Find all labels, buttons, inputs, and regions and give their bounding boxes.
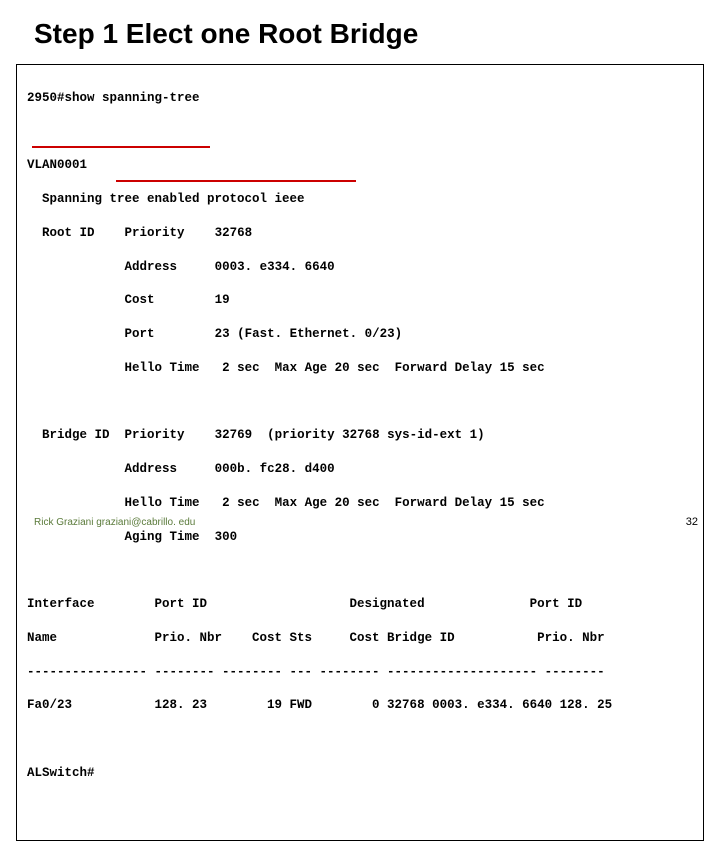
bridge-address-line: Address 000b. fc28. d400	[27, 461, 693, 478]
root-hello-line: Hello Time 2 sec Max Age 20 sec Forward …	[27, 360, 693, 377]
terminal-output: 2950#show spanning-tree VLAN0001 Spannin…	[16, 64, 704, 841]
bridge-aging-line: Aging Time 300	[27, 529, 693, 546]
vlan-line: VLAN0001	[27, 157, 693, 174]
root-address-line: Address 0003. e334. 6640	[27, 259, 693, 276]
root-port-line: Port 23 (Fast. Ethernet. 0/23)	[27, 326, 693, 343]
table-header-2: Name Prio. Nbr Cost Sts Cost Bridge ID P…	[27, 630, 693, 647]
table-header-1: Interface Port ID Designated Port ID	[27, 596, 693, 613]
underline-2	[116, 180, 356, 182]
root-cost-line: Cost 19	[27, 292, 693, 309]
proto-line: Spanning tree enabled protocol ieee	[27, 191, 693, 208]
bridge-priority-line: Bridge ID Priority 32769 (priority 32768…	[27, 427, 693, 444]
footer-text: Rick Graziani graziani@cabrillo. edu	[34, 517, 195, 528]
slide-title: Step 1 Elect one Root Bridge	[0, 0, 720, 50]
underline-1	[32, 146, 210, 148]
page-number: 32	[686, 516, 698, 528]
prompt-line: ALSwitch#	[27, 765, 693, 782]
table-separator: ---------------- -------- -------- --- -…	[27, 664, 693, 681]
root-priority-line: Root ID Priority 32768	[27, 225, 693, 242]
cmd-line: 2950#show spanning-tree	[27, 90, 693, 107]
bridge-hello-line: Hello Time 2 sec Max Age 20 sec Forward …	[27, 495, 693, 512]
table-row: Fa0/23 128. 23 19 FWD 0 32768 0003. e334…	[27, 697, 693, 714]
